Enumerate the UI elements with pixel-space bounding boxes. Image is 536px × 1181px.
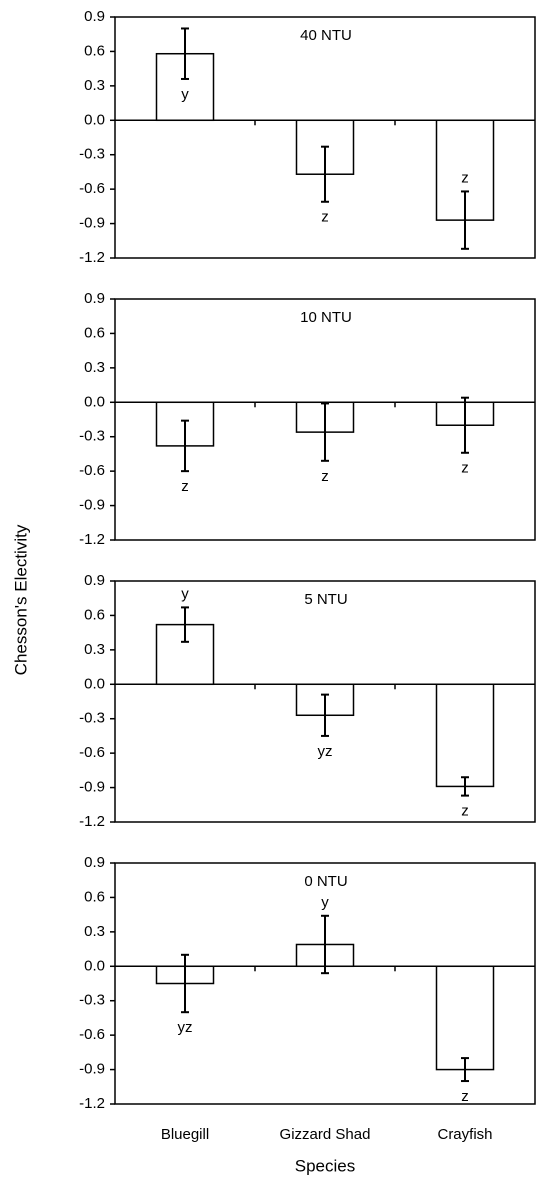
x-axis-label: Species (295, 1156, 355, 1175)
plot-frame (114, 16, 536, 259)
x-tick-label: Gizzard Shad (280, 1126, 371, 1143)
y-tick-label: -0.9 (79, 215, 105, 232)
significance-letter: y (181, 585, 189, 602)
significance-letter: z (461, 1088, 469, 1105)
y-tick-label: 0.9 (84, 290, 105, 307)
y-tick-label: 0.3 (84, 77, 105, 94)
panel-title: 0 NTU (304, 873, 347, 890)
y-tick-label: 0.3 (84, 359, 105, 376)
y-tick-label: 0.3 (84, 923, 105, 940)
panel-title: 40 NTU (300, 27, 352, 44)
y-tick-label: -0.3 (79, 992, 105, 1009)
y-tick-label: -0.9 (79, 1061, 105, 1078)
plot-frame (114, 580, 536, 823)
panel-title: 10 NTU (300, 309, 352, 326)
y-tick-label: -1.2 (79, 249, 105, 266)
plot-frame (114, 862, 536, 1105)
y-tick-label: -0.3 (79, 428, 105, 445)
plot-frame (114, 298, 536, 541)
y-tick-label: -1.2 (79, 531, 105, 548)
y-tick-label: 0.0 (84, 675, 105, 692)
bar (435, 965, 495, 1071)
y-tick-label: -0.9 (79, 779, 105, 796)
significance-letter: yz (318, 743, 333, 760)
significance-letter: y (321, 894, 329, 911)
y-tick-label: 0.6 (84, 42, 105, 59)
significance-letter: z (461, 169, 469, 186)
y-tick-label: 0.6 (84, 324, 105, 341)
significance-letter: yz (178, 1019, 193, 1036)
y-tick-label: 0.0 (84, 957, 105, 974)
y-tick-label: 0.9 (84, 8, 105, 25)
y-tick-label: 0.6 (84, 606, 105, 623)
y-tick-label: 0.0 (84, 393, 105, 410)
y-tick-label: 0.9 (84, 854, 105, 871)
y-tick-label: -0.9 (79, 497, 105, 514)
y-tick-label: -0.3 (79, 710, 105, 727)
y-tick-label: -0.6 (79, 744, 105, 761)
y-tick-label: 0.3 (84, 641, 105, 658)
y-tick-label: -0.6 (79, 1026, 105, 1043)
x-tick-label: Bluegill (161, 1126, 209, 1143)
y-axis-label: Chesson's Electivity (11, 524, 30, 675)
significance-letter: z (321, 209, 329, 226)
y-tick-label: 0.6 (84, 888, 105, 905)
y-tick-label: 0.0 (84, 111, 105, 128)
significance-letter: z (321, 468, 329, 485)
significance-letter: z (461, 803, 469, 820)
y-tick-label: -1.2 (79, 813, 105, 830)
y-tick-label: -0.3 (79, 146, 105, 163)
x-tick-label: Crayfish (437, 1126, 492, 1143)
significance-letter: z (181, 478, 189, 495)
significance-letter: y (181, 86, 189, 103)
y-tick-label: -1.2 (79, 1095, 105, 1112)
bar (435, 683, 495, 788)
panel-title: 5 NTU (304, 591, 347, 608)
y-tick-label: 0.9 (84, 572, 105, 589)
y-tick-label: -0.6 (79, 180, 105, 197)
y-tick-label: -0.6 (79, 462, 105, 479)
significance-letter: z (461, 460, 469, 477)
